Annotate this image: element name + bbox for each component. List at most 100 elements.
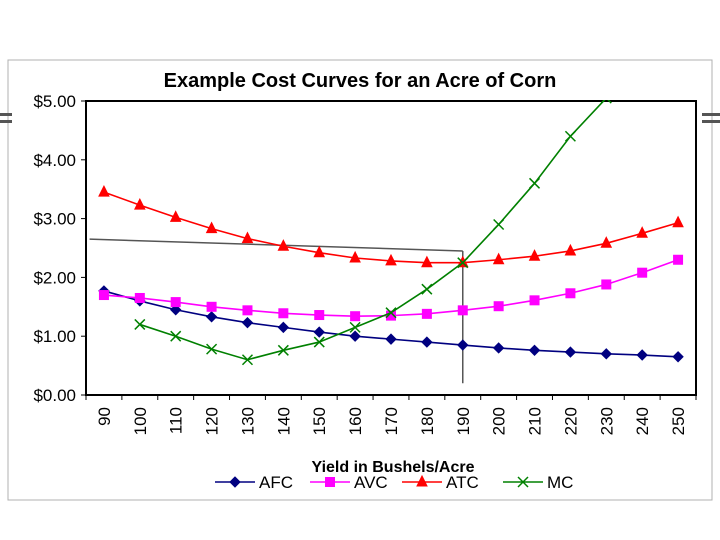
point-mc-stroke [600,100,606,104]
x-tick-label: 120 [203,407,222,435]
legend-marker-mc [517,476,529,488]
y-tick-label: $5.00 [33,92,76,111]
point-mc [170,330,182,342]
point-atc [385,253,397,266]
x-tick-label: 180 [418,407,437,435]
x-tick-label: 250 [669,407,688,435]
x-tick-label: 190 [454,407,473,435]
point-avc [421,308,432,319]
point-mc-stroke [349,321,361,333]
point-avc [278,308,289,319]
x-tick-label: 230 [597,407,616,435]
point-mc [385,307,397,319]
point-afc [600,348,613,360]
point-mc [493,218,505,231]
point-mc-stroke [528,177,541,189]
point-mc [564,130,576,142]
y-tick-label: $4.00 [33,151,76,170]
point-atc [134,197,146,210]
point-afc [349,330,361,342]
point-atc [492,252,505,265]
legend-marker-avc [325,477,335,487]
point-mc-stroke [564,130,576,142]
plot-area [85,100,697,396]
x-tick-label: 150 [310,407,329,435]
point-avc [206,301,217,312]
x-tick-label: 140 [274,407,293,435]
chart-title: Example Cost Curves for an Acre of Corn [164,70,557,92]
legend-marker-atc [416,474,428,487]
point-avc [386,310,396,321]
point-avc [529,295,540,306]
legend-label-atc: ATC [446,473,479,492]
point-atc [564,243,577,256]
point-atc [600,236,613,248]
y-axis: $0.00 $1.00 $2.00 $3.00 $4.00 $5.00 [33,92,86,405]
point-afc [205,311,218,323]
point-atc [636,226,648,238]
legend-marker-afc [229,476,241,488]
point-atc [528,249,541,261]
x-tick-label: 110 [167,407,186,434]
series-atc [98,185,684,268]
point-mc-stroke [277,344,289,356]
point-avc [457,305,468,316]
x-axis-label: Yield in Bushels/Acre [311,459,474,476]
point-mc [313,336,325,348]
point-avc [98,290,109,301]
slide-edge-bars-left [0,113,12,123]
point-afc [636,349,648,361]
x-tick-label: 130 [238,407,257,435]
point-afc [457,339,469,351]
point-afc [528,344,541,357]
point-afc [313,326,325,338]
y-tick-label: $3.00 [33,210,76,229]
point-mc-stroke [170,330,182,342]
point-afc [241,316,254,329]
point-afc [421,336,433,348]
point-atc [241,231,254,244]
point-mc [457,257,469,269]
series-avc [98,254,684,322]
point-avc [314,310,325,321]
legend-label-afc: AFC [259,473,293,492]
point-mc [277,344,289,356]
point-atc [98,185,110,197]
point-avc [134,292,145,303]
y-tick-label: $1.00 [33,327,76,346]
point-atc [277,239,290,251]
x-tick-label: 200 [490,407,509,435]
x-tick-label: 160 [346,407,365,435]
y-tick-label: $0.00 [33,386,76,405]
point-mc-stroke [493,218,505,231]
point-avc [170,297,181,308]
point-avc [565,288,576,299]
point-mc [421,283,433,295]
point-mc-stroke [241,354,254,366]
series-mc [134,100,612,366]
point-atc [313,245,326,258]
x-tick-label: 240 [633,407,652,435]
point-atc [169,210,182,222]
point-mc [134,318,146,330]
chart-area-border [7,59,713,501]
point-mc-stroke [134,318,146,330]
point-avc [637,267,648,278]
y-tick-label: $2.00 [33,268,76,287]
point-atc [421,255,433,268]
point-mc-stroke [313,336,325,348]
legend-marker-mc-stroke [517,476,529,488]
x-tick-label: 220 [561,407,580,435]
point-mc [528,177,541,189]
point-avc [242,305,253,316]
point-mc-stroke [385,307,397,319]
point-avc [673,254,684,265]
point-mc-stroke [607,100,612,104]
x-tick-label: 170 [382,407,401,435]
point-mc [349,321,361,333]
point-avc [350,311,361,322]
point-mc [600,100,612,104]
x-tick-label: 90 [95,407,114,426]
point-atc [672,215,684,228]
